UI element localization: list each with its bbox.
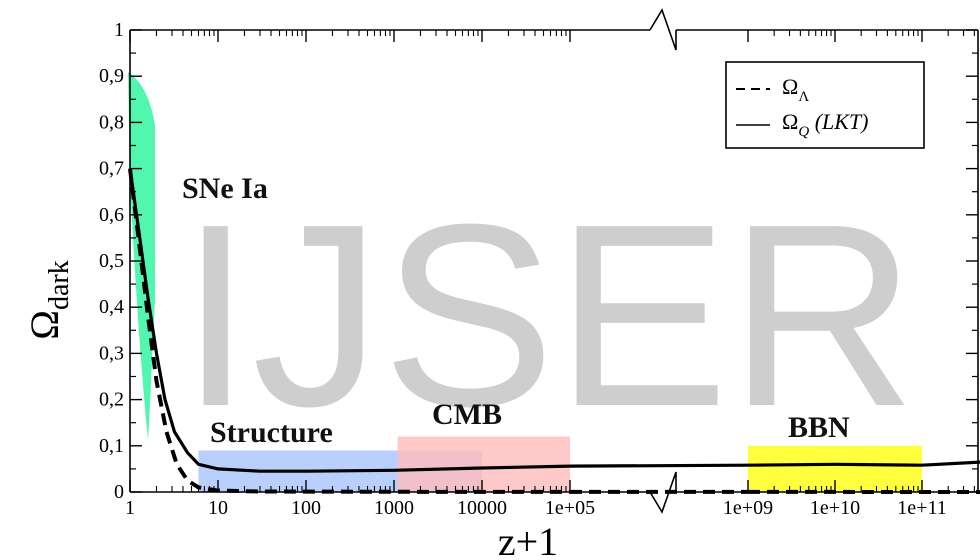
y-tick-label: 0,5 — [99, 250, 124, 272]
series-line-lambda — [128, 168, 571, 494]
region-cmb-band — [397, 436, 570, 492]
x-tick-label: 10 — [208, 497, 228, 519]
legend-suffix-lkt: (LKT) — [809, 109, 868, 134]
watermark: IJSER — [180, 171, 917, 461]
y-tick-label: 0,2 — [99, 389, 124, 411]
legend-box — [725, 61, 925, 149]
legend-subscript-lkt: Q — [798, 124, 809, 140]
y-tick-label: 1 — [114, 19, 124, 41]
y-tick-label: 0,9 — [99, 65, 124, 87]
legend-symbol-lambda: Ω — [782, 74, 798, 99]
y-axis-title-symbol: Ω — [22, 310, 67, 340]
legend: ΩΛ ΩQ (LKT) — [725, 61, 925, 149]
y-tick-label: 0,7 — [99, 158, 124, 180]
series-line-lkt — [128, 168, 571, 473]
y-tick-label: 0,4 — [99, 296, 124, 318]
legend-subscript-lambda: Λ — [798, 89, 809, 105]
y-axis-title-subscript: dark — [44, 260, 75, 310]
legend-label-lkt: ΩQ (LKT) — [782, 109, 869, 140]
series-layer — [128, 168, 980, 494]
x-tick-label: 10000 — [457, 497, 507, 519]
region-label-bbn: BBN — [788, 411, 850, 444]
axis-break-marks — [649, 8, 677, 514]
x-tick-label: 1e+11 — [897, 497, 946, 519]
y-tick-label: 0,6 — [99, 204, 124, 226]
axis-break-bottom — [649, 471, 677, 514]
x-tick-label: 1e+09 — [723, 497, 773, 519]
tick-layer: 0 0,1 0,2 0,3 0,4 0,5 0,6 0,7 0,8 0,9 1 1 10 100 1000 1… — [99, 19, 978, 519]
y-tick-label: 0,1 — [99, 435, 124, 457]
legend-symbol-lkt: Ω — [782, 109, 798, 134]
x-tick-label: 1000 — [374, 497, 414, 519]
x-tick-label: 1e+10 — [810, 497, 860, 519]
region-label-sne: SNe Ia — [182, 172, 268, 205]
y-tick-label: 0,8 — [99, 111, 124, 133]
x-tick-label: 1 — [125, 497, 135, 519]
y-axis-title: Ωdark — [22, 260, 75, 340]
axis-break-top — [649, 8, 677, 51]
series-line-lkt-right — [747, 460, 980, 467]
series-line-lkt-bridge — [569, 463, 749, 468]
x-axis-title: z+1 — [498, 519, 558, 560]
legend-label-lambda: ΩΛ — [782, 74, 809, 105]
y-tick-label: 0 — [114, 481, 124, 503]
x-tick-label: 100 — [291, 497, 321, 519]
x-tick-label: 1e+05 — [545, 497, 595, 519]
region-label-structure: Structure — [210, 416, 333, 449]
y-tick-label: 0,3 — [99, 342, 124, 364]
region-label-cmb: CMB — [432, 398, 502, 431]
